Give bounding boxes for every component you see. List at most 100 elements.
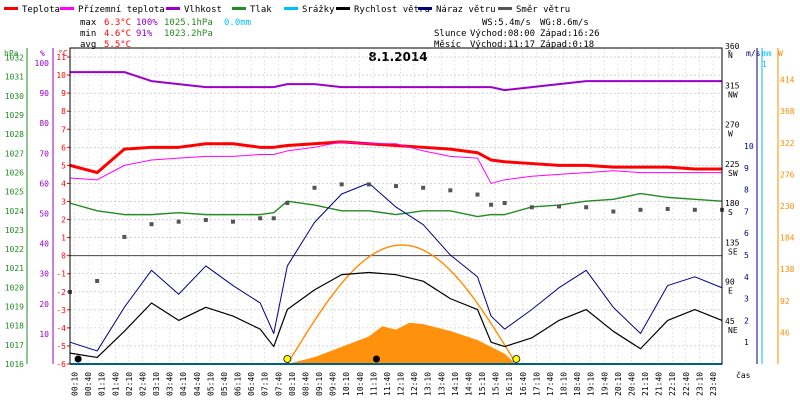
tick-w: 368 — [780, 107, 795, 116]
time-tick: 06:10 — [234, 372, 243, 396]
tick-deg: 270 — [725, 121, 740, 130]
min-label: min — [80, 29, 96, 39]
legend-label-2: Vlhkost — [184, 5, 222, 15]
time-tick: 19:40 — [600, 372, 609, 396]
legend-label-6: Náraz větru — [436, 5, 496, 15]
tick-w: 230 — [780, 202, 795, 211]
tick-deg: 45 — [725, 317, 735, 326]
right-axes: 360N315NW270W225SW180S135SE90E45NE109876… — [725, 42, 795, 364]
time-tick: 19:10 — [587, 372, 596, 396]
series-tlak — [69, 192, 723, 218]
tick-hpa: 1025 — [5, 188, 24, 197]
wind-dir-point — [203, 217, 208, 222]
time-tick: 18:10 — [560, 372, 569, 396]
time-tick: 01:40 — [111, 372, 120, 396]
solar-area — [287, 322, 516, 364]
legend-swatch-3 — [232, 7, 246, 10]
wind-dir-point — [149, 222, 154, 227]
tick-w: 414 — [780, 76, 795, 85]
tick-c: -2 — [56, 288, 66, 297]
left-axes: 11109876543210-1-2-3-4-5-610090807060504… — [5, 48, 70, 369]
time-tick: 11:10 — [369, 372, 378, 396]
wind-dir-point — [285, 201, 290, 206]
tick-dir: SE — [728, 247, 738, 256]
time-tick: 02:40 — [138, 372, 147, 396]
moon-label: Měsíc — [434, 40, 461, 50]
max-label: max — [80, 18, 97, 28]
wind-dir-point — [176, 219, 181, 224]
sunrise-marker — [283, 355, 292, 363]
tick-ms: 10 — [744, 142, 754, 151]
legend-swatch-7 — [498, 7, 512, 10]
time-tick: 10:40 — [356, 372, 365, 396]
tick-hpa: 1026 — [5, 168, 24, 177]
wind-dir-point — [312, 185, 317, 190]
tick-w: 92 — [780, 297, 790, 306]
tick-ms: 7 — [744, 207, 749, 216]
wind-dir-point — [475, 192, 480, 197]
series-náraz-větru — [69, 182, 723, 352]
tick-ms: 9 — [744, 164, 749, 173]
tick-dir: SW — [728, 169, 738, 178]
wind-dir-point — [231, 219, 235, 224]
tick-hpa: 1017 — [5, 341, 24, 350]
wind-wg: WG:8.6m/s — [540, 18, 589, 28]
tick-dir: NW — [728, 90, 738, 99]
x-axis-label: čas — [736, 370, 751, 380]
time-tick: 21:40 — [655, 372, 664, 396]
legend-swatch-4 — [284, 7, 298, 10]
legend-label-4: Srážky — [302, 5, 335, 15]
tick-w: 138 — [780, 265, 795, 274]
tick-pct: 20 — [39, 300, 49, 309]
unit-c: °C — [58, 49, 68, 58]
wind-dir-point — [421, 185, 426, 190]
tick-c: 10 — [56, 71, 66, 80]
wind-ws: WS:5.4m/s — [482, 18, 531, 28]
unit-hpa: hPa — [4, 49, 19, 58]
legend-label-7: Směr větru — [516, 5, 570, 15]
time-tick: 13:40 — [437, 372, 446, 396]
tick-deg: 360 — [725, 42, 740, 51]
tick-hpa: 1022 — [5, 245, 24, 254]
tick-ms: 6 — [744, 229, 749, 238]
tick-c: 11 — [56, 53, 66, 62]
wind-dir-point — [448, 188, 453, 193]
tick-dir: E — [728, 287, 733, 296]
solar-layer — [74, 244, 521, 365]
time-tick: 16:40 — [519, 372, 528, 396]
tick-c: -6 — [56, 360, 66, 369]
time-tick: 20:40 — [627, 372, 636, 396]
wind-dir-point — [611, 209, 616, 214]
sun-path — [286, 244, 517, 365]
tick-ms: 4 — [744, 273, 749, 282]
tick-c: 1 — [61, 234, 66, 243]
tick-c: -3 — [56, 306, 66, 315]
tick-w: 46 — [780, 328, 790, 337]
moon-rise: Východ:11:17 — [470, 40, 535, 50]
tick-hpa: 1029 — [5, 111, 24, 120]
time-tick: 00:40 — [84, 372, 93, 396]
legend-swatch-2 — [166, 7, 180, 10]
tick-deg: 315 — [725, 81, 740, 90]
time-tick: 02:10 — [125, 372, 134, 396]
sunset-marker — [512, 355, 521, 363]
tick-hpa: 1027 — [5, 149, 24, 158]
time-tick: 01:10 — [98, 372, 107, 396]
tick-hpa: 1023 — [5, 226, 24, 235]
series-layer — [68, 71, 724, 365]
time-tick: 07:10 — [261, 372, 270, 396]
time-tick: 03:10 — [152, 372, 161, 396]
tick-pct: 70 — [39, 149, 49, 158]
grid — [70, 48, 722, 365]
tick-c: 6 — [61, 143, 66, 152]
time-tick: 10:10 — [342, 372, 351, 396]
tick-c: 4 — [61, 179, 66, 188]
time-tick: 13:10 — [424, 372, 433, 396]
series-rychlost-větru — [69, 271, 723, 359]
wind-dir-point — [258, 216, 263, 221]
sun-label: Slunce — [434, 29, 467, 39]
tick-dir: W — [728, 130, 733, 139]
unit-ms: m/s — [746, 49, 761, 58]
